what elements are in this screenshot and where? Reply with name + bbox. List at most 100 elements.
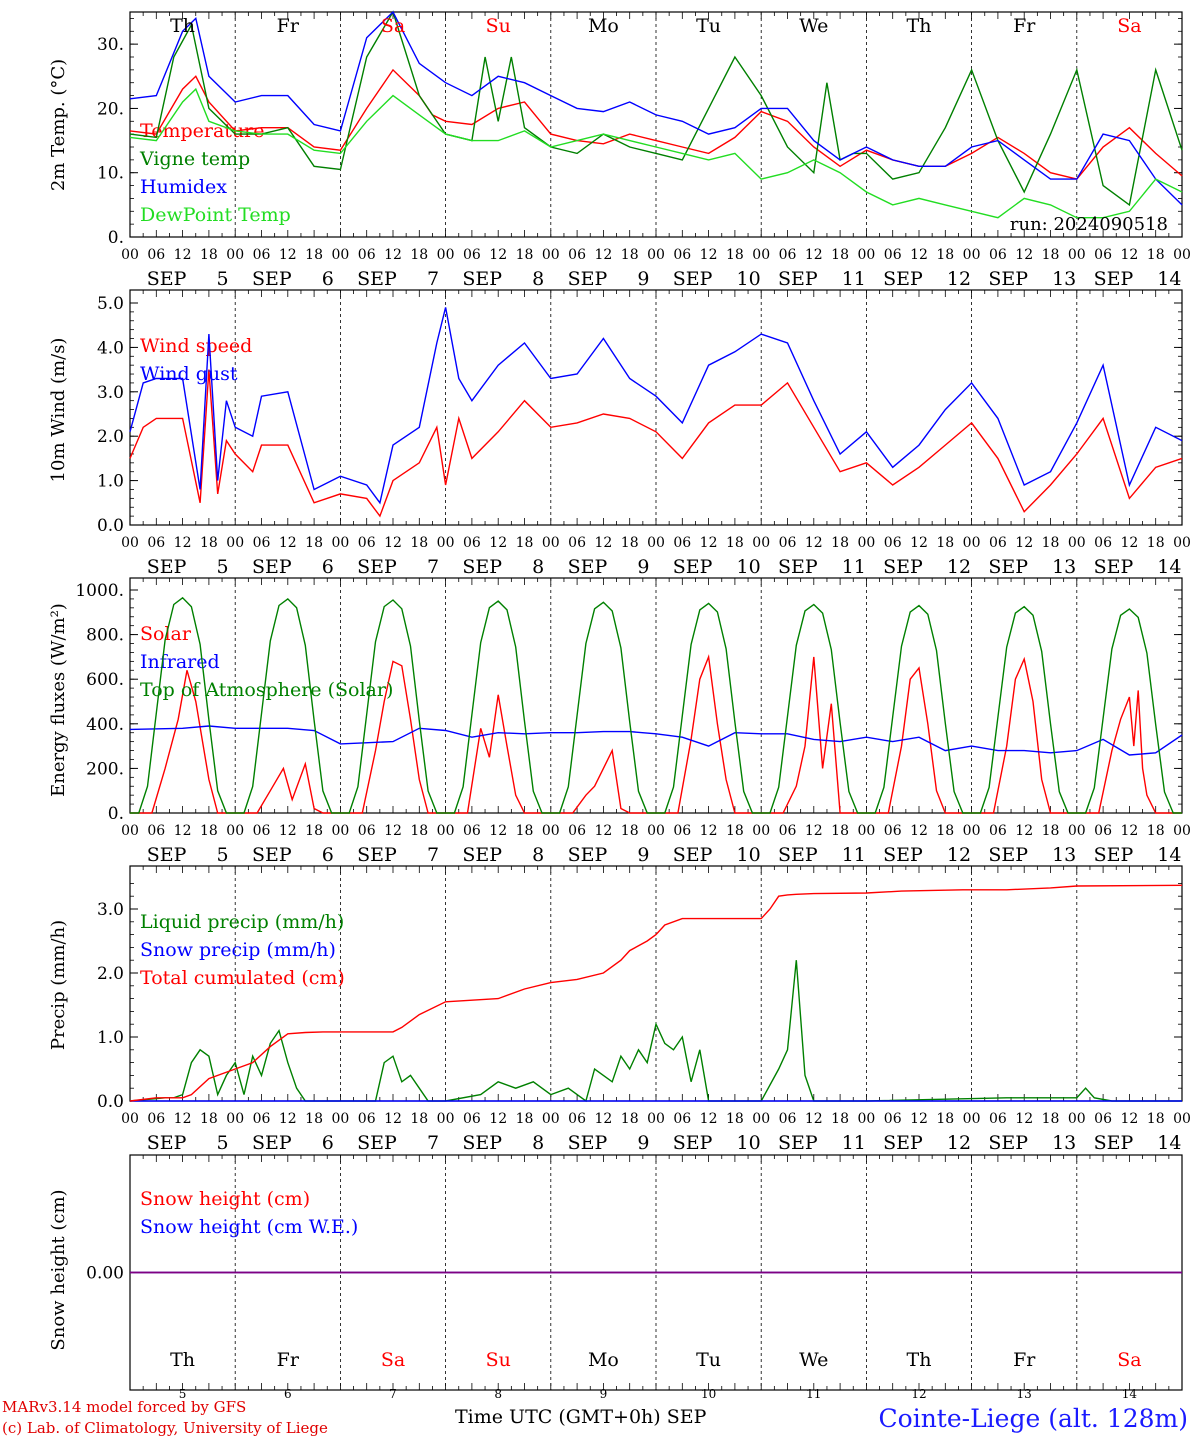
series-line-blue — [129, 725, 1183, 756]
station-label: Cointe-Liege (alt. 128m) — [878, 1404, 1188, 1433]
date-day-label: 13 — [1052, 268, 1076, 290]
date-day-label: 14 — [1157, 556, 1181, 578]
x-hour-label: 18 — [726, 247, 744, 263]
x-hour-label: 00 — [121, 247, 139, 263]
weekday-label-top: Sa — [1117, 15, 1141, 37]
x-hour-label: 18 — [936, 1111, 954, 1127]
x-hour-label: 00 — [542, 823, 560, 839]
day-number-bottom: 7 — [389, 1387, 397, 1401]
x-hour-label: 12 — [174, 1111, 192, 1127]
series-line-red — [129, 369, 1183, 518]
lab-credit: (c) Lab. of Climatology, University of L… — [2, 1419, 328, 1437]
x-hour-label: 18 — [516, 535, 534, 551]
x-hour-label: 06 — [673, 247, 691, 263]
date-day-label: 6 — [322, 844, 334, 866]
day-number-bottom: 5 — [179, 1387, 187, 1401]
panel-3: 0. 200. 400. 600. 800. 1000. Energy fluxes (W/… — [48, 577, 1191, 866]
date-month-label: SEP — [988, 844, 1028, 866]
x-hour-label: 18 — [621, 823, 639, 839]
weekday-label-bottom: Sa — [381, 1349, 405, 1371]
date-month-label: SEP — [673, 556, 713, 578]
x-hour-label: 00 — [226, 247, 244, 263]
x-hour-label: 00 — [226, 535, 244, 551]
x-hour-label: 06 — [1094, 823, 1112, 839]
date-month-label: SEP — [1094, 556, 1134, 578]
legend-entry: Snow height (cm) — [140, 1188, 310, 1210]
x-hour-label: 00 — [857, 823, 875, 839]
x-hour-label: 18 — [410, 247, 428, 263]
x-hour-label: 12 — [910, 535, 928, 551]
x-hour-label: 00 — [437, 1111, 455, 1127]
x-hour-label: 06 — [1094, 1111, 1112, 1127]
day-number-bottom: 14 — [1122, 1387, 1138, 1401]
date-day-label: 7 — [427, 556, 439, 578]
x-hour-label: 12 — [805, 535, 823, 551]
x-hour-label: 00 — [752, 535, 770, 551]
x-hour-label: 12 — [279, 247, 297, 263]
date-month-label: SEP — [778, 1132, 818, 1154]
date-day-label: 6 — [322, 268, 334, 290]
legend-entry: Snow precip (mm/h) — [140, 939, 336, 961]
x-hour-label: 18 — [200, 247, 218, 263]
x-hour-label: 12 — [489, 823, 507, 839]
x-hour-label: 06 — [463, 823, 481, 839]
date-month-label: SEP — [568, 556, 608, 578]
x-hour-label: 18 — [621, 535, 639, 551]
y-tick-label: 0.00 — [86, 1264, 124, 1284]
y-tick-label: 30. — [97, 35, 124, 55]
weekday-label-top: Th — [170, 15, 195, 37]
legend-entry: Wind speed — [140, 335, 252, 357]
date-month-label: SEP — [252, 1132, 292, 1154]
weekday-label-bottom: Th — [907, 1349, 932, 1371]
x-hour-label: 06 — [989, 247, 1007, 263]
series-line-blue — [129, 10, 1183, 206]
x-hour-label: 18 — [936, 535, 954, 551]
date-day-label: 7 — [427, 1132, 439, 1154]
x-hour-label: 06 — [673, 535, 691, 551]
weekday-label-bottom: Th — [170, 1349, 195, 1371]
x-hour-label: 18 — [1147, 1111, 1165, 1127]
date-month-label: SEP — [673, 844, 713, 866]
x-hour-label: 12 — [700, 535, 718, 551]
x-hour-label: 18 — [200, 1111, 218, 1127]
x-hour-label: 12 — [594, 247, 612, 263]
x-hour-label: 00 — [963, 535, 981, 551]
x-hour-label: 12 — [279, 823, 297, 839]
x-hour-label: 00 — [647, 535, 665, 551]
weekday-label-top: Su — [486, 15, 511, 37]
day-number-bottom: 6 — [284, 1387, 292, 1401]
x-hour-label: 00 — [1173, 823, 1191, 839]
legend-entry: Temperature — [140, 120, 264, 142]
date-day-label: 5 — [217, 556, 229, 578]
date-day-label: 9 — [637, 556, 649, 578]
date-day-label: 8 — [532, 844, 544, 866]
x-hour-label: 06 — [673, 823, 691, 839]
day-number-bottom: 10 — [701, 1387, 716, 1401]
y-tick-label: 5.0 — [97, 294, 124, 314]
legend-entry: Top of Atmosphere (Solar) — [140, 679, 393, 701]
date-day-label: 12 — [947, 556, 971, 578]
legend-entry: Humidex — [140, 176, 227, 198]
panel-4: 0.0 1.0 2.0 3.0 Precip (mm/h) 00 06 12 18 00 06 12 1… — [48, 865, 1191, 1154]
x-hour-label: 06 — [989, 823, 1007, 839]
date-month-label: SEP — [357, 556, 397, 578]
y-tick-label: 3.0 — [97, 900, 124, 920]
x-hour-label: 18 — [1042, 1111, 1060, 1127]
y-axis-title: Precip (mm/h) — [48, 920, 69, 1050]
x-hour-label: 12 — [489, 247, 507, 263]
day-number-bottom: 8 — [494, 1387, 502, 1401]
x-hour-label: 06 — [673, 1111, 691, 1127]
series-line-blue — [129, 307, 1183, 505]
date-month-label: SEP — [357, 1132, 397, 1154]
x-hour-label: 06 — [147, 823, 165, 839]
x-hour-label: 12 — [1120, 535, 1138, 551]
weekday-label-top: Fr — [1013, 15, 1036, 37]
y-tick-label: 400. — [86, 715, 124, 735]
date-day-label: 7 — [427, 268, 439, 290]
date-day-label: 12 — [947, 268, 971, 290]
date-month-label: SEP — [568, 268, 608, 290]
x-hour-label: 12 — [384, 247, 402, 263]
x-hour-label: 12 — [700, 823, 718, 839]
x-hour-label: 06 — [568, 1111, 586, 1127]
x-hour-label: 06 — [884, 247, 902, 263]
